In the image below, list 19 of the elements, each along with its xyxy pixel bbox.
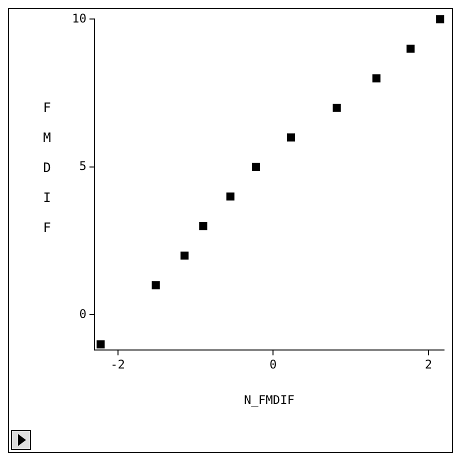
point: [436, 15, 444, 24]
point: [226, 192, 234, 201]
y-tick-label: 10: [72, 11, 86, 26]
y-tick-label: 0: [79, 306, 86, 321]
point: [252, 162, 260, 172]
point: [372, 74, 380, 82]
point: [152, 281, 160, 290]
x-tick-label: 2: [424, 358, 432, 372]
x-tick-label: -2: [110, 358, 125, 372]
x-axis-title: N_FMDIF: [244, 392, 295, 407]
point: [286, 133, 296, 142]
y-tick-label: 5: [79, 159, 86, 174]
point: [406, 44, 415, 53]
y-axis-title: FMDIF: [42, 100, 52, 238]
point: [199, 222, 208, 230]
point: [96, 340, 105, 348]
point: [332, 104, 341, 112]
point: [180, 252, 189, 260]
x-tick-label: 0: [269, 358, 277, 372]
